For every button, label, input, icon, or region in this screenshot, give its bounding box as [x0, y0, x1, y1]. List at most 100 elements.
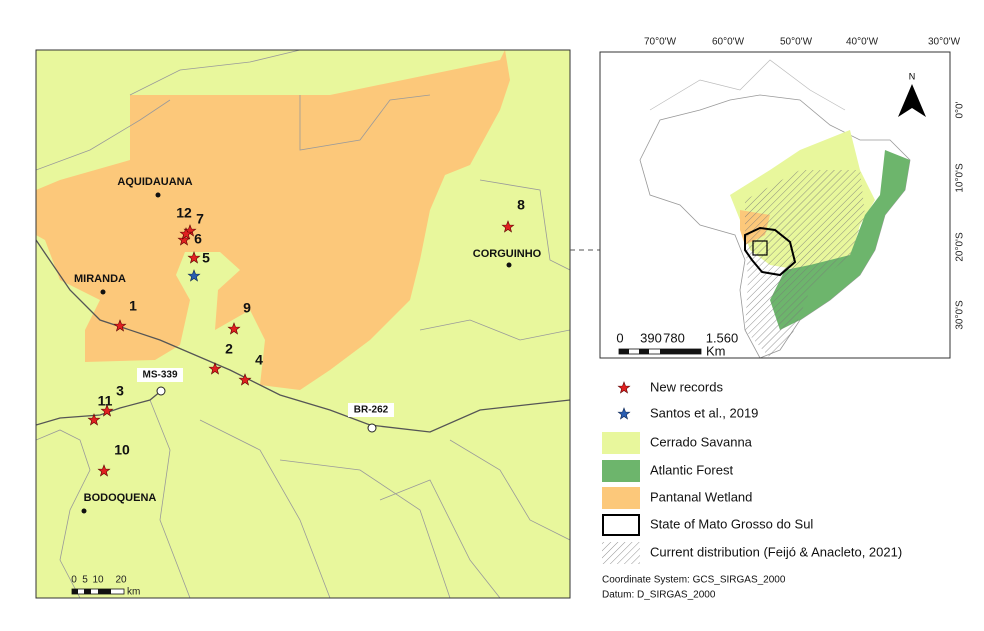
river — [129, 50, 301, 96]
place-label: BODOQUENA — [84, 492, 157, 504]
scale-label: 780 — [663, 330, 685, 345]
legend-label: Pantanal Wetland — [650, 489, 752, 504]
lon-label: 70°0'W — [644, 37, 677, 48]
record-label: 6 — [194, 231, 202, 247]
map-shape — [619, 349, 629, 354]
map-shape — [72, 589, 78, 594]
record-label: 12 — [176, 205, 192, 221]
footer: Datum: D_SIRGAS_2000 — [602, 590, 716, 601]
river — [449, 439, 570, 541]
legend-label: Atlantic Forest — [650, 462, 733, 477]
place-dot — [506, 262, 512, 268]
record-label: 1 — [129, 298, 137, 314]
scale-label: 1.560 — [706, 330, 739, 345]
road-marker — [156, 386, 166, 396]
footer: Coordinate System: GCS_SIRGAS_2000 — [602, 575, 786, 586]
map-shape — [602, 432, 640, 454]
record-label: 2 — [225, 341, 233, 357]
map-shape — [602, 542, 640, 564]
scale-unit: Km — [706, 343, 726, 358]
place-label: AQUIDAUANA — [117, 176, 192, 188]
river — [379, 479, 501, 598]
river — [36, 99, 171, 171]
inset-map — [600, 52, 950, 358]
scale-label: 0 — [71, 575, 77, 586]
river — [279, 459, 451, 598]
record-star — [187, 251, 201, 264]
scale-label: 390 — [640, 330, 662, 345]
distribution-inset — [745, 170, 865, 358]
legend-label: Santos et al., 2019 — [650, 405, 758, 420]
lon-label: 30°0'W — [928, 37, 961, 48]
legend-label: Current distribution (Feijó & Anacleto, … — [650, 544, 902, 559]
lon-labels: 70°0'W 60°0'W 50°0'W 40°0'W 30°0'W — [644, 37, 961, 48]
places: AQUIDAUANA MIRANDA CORGUINHO BODOQUENA — [74, 176, 542, 514]
place-label: CORGUINHO — [473, 248, 542, 260]
place-dot — [81, 508, 87, 514]
rivers — [36, 50, 570, 598]
record-star — [100, 404, 114, 417]
scale-unit: km — [127, 587, 140, 598]
record-star — [87, 413, 101, 426]
lon-label: 40°0'W — [846, 37, 879, 48]
map-shape — [84, 589, 91, 594]
santos-star — [187, 269, 201, 282]
river — [479, 179, 570, 271]
map-shape — [660, 349, 701, 354]
inset-scale: 0 390 780 1.560 Km — [616, 330, 738, 358]
map-shape — [98, 589, 111, 594]
record-star — [501, 220, 515, 233]
lat-label: 20°0'S — [955, 232, 966, 262]
scale-label: 20 — [115, 575, 127, 586]
map-shape — [602, 514, 640, 536]
place-label: MIRANDA — [74, 273, 126, 285]
record-label: 3 — [116, 383, 124, 399]
record-star — [238, 373, 252, 386]
scale-label: 5 — [82, 575, 88, 586]
record-star — [208, 362, 222, 375]
road-label: MS-339 — [142, 370, 177, 381]
ms-outline — [744, 226, 797, 277]
legend-label: State of Mato Grosso do Sul — [650, 516, 813, 531]
lon-label: 60°0'W — [712, 37, 745, 48]
road-label: BR-262 — [354, 405, 389, 416]
legend-label: New records — [650, 379, 723, 394]
road-label-box — [348, 403, 394, 417]
lat-label: 10°0'S — [955, 163, 966, 193]
place-dot — [100, 289, 106, 295]
river — [419, 319, 570, 341]
main-frame — [35, 49, 571, 599]
record-star — [179, 227, 193, 240]
study-area — [752, 240, 768, 256]
inset-frame — [599, 51, 951, 359]
main-map — [36, 50, 570, 598]
map-shape — [602, 487, 640, 509]
record-label: 9 — [243, 300, 251, 316]
road-line — [36, 239, 570, 433]
river — [199, 419, 331, 598]
river — [149, 399, 191, 598]
legend-star — [617, 407, 631, 420]
map-shape — [649, 59, 846, 111]
map-shape — [639, 349, 649, 354]
road-label-box — [137, 368, 183, 382]
record-label: 7 — [196, 211, 204, 227]
record-label: 11 — [98, 393, 113, 409]
lat-label: 0°0' — [955, 101, 966, 118]
pantanal-area — [36, 50, 510, 390]
record-label: 5 — [202, 250, 210, 266]
record-label: 4 — [255, 352, 263, 368]
main-scale: 0 5 10 20 km — [71, 575, 140, 598]
record-star — [113, 319, 127, 332]
legend-label: Cerrado Savanna — [650, 434, 753, 449]
north-label: N — [909, 71, 916, 81]
lat-label: 30°0'S — [955, 300, 966, 330]
record-star — [227, 322, 241, 335]
river — [299, 94, 431, 151]
place-dot — [155, 192, 161, 198]
scale-label: 10 — [92, 575, 104, 586]
river — [36, 429, 91, 598]
road-marker — [367, 423, 377, 433]
